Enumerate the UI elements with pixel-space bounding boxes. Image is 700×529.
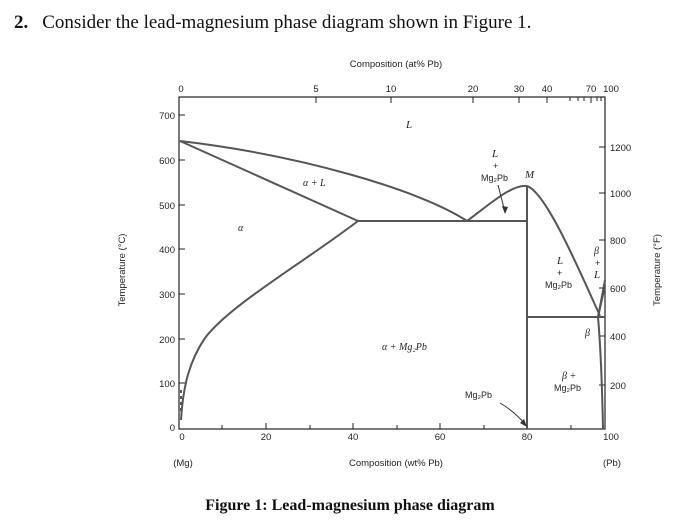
left-tick-600: 600 bbox=[159, 156, 175, 167]
region-beta: β bbox=[584, 328, 590, 339]
top-tick-5: 5 bbox=[313, 84, 318, 95]
region-beta-L-L: L bbox=[593, 269, 600, 281]
bottom-tick-60: 60 bbox=[435, 432, 446, 443]
liquidus-left bbox=[179, 140, 468, 222]
left-tick-200: 200 bbox=[159, 335, 175, 346]
right-tick-400: 400 bbox=[610, 332, 626, 343]
top-tick-10: 10 bbox=[386, 84, 397, 95]
right-tick-600: 600 bbox=[610, 284, 626, 295]
region-alpha-L: α + L bbox=[303, 178, 326, 189]
top-axis-title: Composition (at% Pb) bbox=[350, 59, 442, 70]
region-alpha: α bbox=[238, 223, 244, 234]
top-tick-70: 70 bbox=[586, 84, 597, 95]
top-tick-100: 100 bbox=[603, 84, 619, 95]
region-L: L bbox=[405, 119, 412, 131]
region-beta-mg2pb-beta: β + bbox=[561, 371, 576, 382]
liquidus-to-M bbox=[466, 184, 528, 222]
region-beta-L-plus: + bbox=[595, 258, 600, 268]
bottom-axis-title: Composition (wt% Pb) bbox=[349, 458, 443, 469]
bottom-right-label: (Pb) bbox=[603, 458, 621, 469]
region-L-mg2pb-top-L: L bbox=[491, 148, 498, 160]
left-tick-100: 100 bbox=[159, 379, 175, 390]
region-L-mg2pb-right-L: L bbox=[556, 255, 563, 267]
left-tick-700: 700 bbox=[159, 111, 175, 122]
left-tick-300: 300 bbox=[159, 290, 175, 301]
arrowhead-mg2pb bbox=[520, 419, 527, 427]
left-tick-400: 400 bbox=[159, 245, 175, 256]
left-tick-0: 0 bbox=[170, 423, 175, 434]
right-axis-title: Temperature (°F) bbox=[652, 234, 663, 306]
bottom-tick-20: 20 bbox=[261, 432, 272, 443]
question-line: 2. Consider the lead-magnesium phase diag… bbox=[14, 12, 531, 34]
plot-frame bbox=[178, 96, 606, 430]
bottom-tick-80: 80 bbox=[522, 432, 533, 443]
beta-solidus bbox=[597, 289, 605, 318]
region-L-mg2pb-top-plus: + bbox=[493, 161, 498, 171]
region-L-mg2pb-top-mg2pb: Mg₂Pb bbox=[481, 173, 508, 183]
bottom-left-label: (Mg) bbox=[173, 458, 193, 469]
figure-caption: Figure 1: Lead-magnesium phase diagram bbox=[205, 497, 495, 514]
beta-solvus bbox=[597, 316, 604, 430]
top-tick-20: 20 bbox=[468, 84, 479, 95]
left-axis-ticks bbox=[179, 114, 185, 384]
point-M: M bbox=[524, 169, 535, 181]
right-tick-1000: 1000 bbox=[610, 189, 631, 200]
right-tick-800: 800 bbox=[610, 236, 626, 247]
label-mg2pb-compound: Mg₂Pb bbox=[465, 390, 492, 400]
top-tick-40: 40 bbox=[542, 84, 553, 95]
left-axis-title: Temperature (°C) bbox=[117, 234, 128, 307]
bottom-axis-ticks bbox=[221, 423, 572, 429]
solvus-left bbox=[180, 220, 359, 421]
question-text: Consider the lead-magnesium phase diagra… bbox=[42, 12, 532, 33]
bottom-tick-0: 0 bbox=[179, 432, 184, 443]
region-L-mg2pb-right-plus: + bbox=[557, 268, 562, 278]
region-beta-mg2pb-mg2pb: Mg₂Pb bbox=[554, 383, 581, 393]
bottom-tick-40: 40 bbox=[348, 432, 359, 443]
question-number: 2. bbox=[14, 12, 29, 33]
top-tick-30: 30 bbox=[514, 84, 525, 95]
bottom-tick-100: 100 bbox=[603, 432, 619, 443]
region-alpha-mg2pb: α + Mg₂Pb bbox=[382, 342, 427, 353]
arrowhead-top bbox=[502, 206, 508, 214]
top-axis-ticks bbox=[178, 97, 606, 103]
right-tick-200: 200 bbox=[610, 381, 626, 392]
left-tick-500: 500 bbox=[159, 201, 175, 212]
region-beta-L-beta: β bbox=[593, 246, 599, 257]
phase-boundaries bbox=[179, 140, 606, 430]
top-tick-0: 0 bbox=[178, 84, 183, 95]
solidus-left bbox=[179, 140, 359, 222]
liquidus-right bbox=[526, 185, 601, 317]
right-tick-1200: 1200 bbox=[610, 143, 631, 154]
region-L-mg2pb-right-mg2pb: Mg₂Pb bbox=[545, 280, 572, 290]
